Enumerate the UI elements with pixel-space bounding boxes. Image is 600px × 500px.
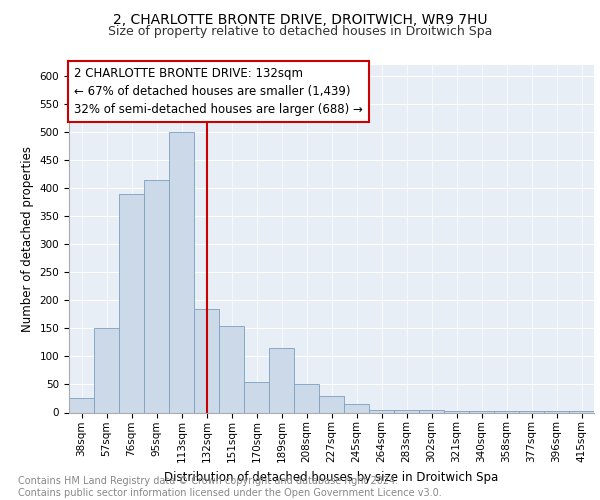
- Bar: [394, 410, 419, 412]
- X-axis label: Distribution of detached houses by size in Droitwich Spa: Distribution of detached houses by size …: [164, 470, 499, 484]
- Bar: [569, 411, 594, 412]
- Bar: [494, 411, 519, 412]
- Bar: [419, 410, 444, 412]
- Bar: [144, 180, 169, 412]
- Text: Size of property relative to detached houses in Droitwich Spa: Size of property relative to detached ho…: [108, 25, 492, 38]
- Text: 2 CHARLOTTE BRONTE DRIVE: 132sqm
← 67% of detached houses are smaller (1,439)
32: 2 CHARLOTTE BRONTE DRIVE: 132sqm ← 67% o…: [74, 66, 363, 116]
- Y-axis label: Number of detached properties: Number of detached properties: [21, 146, 34, 332]
- Bar: [369, 410, 394, 412]
- Text: 2, CHARLOTTE BRONTE DRIVE, DROITWICH, WR9 7HU: 2, CHARLOTTE BRONTE DRIVE, DROITWICH, WR…: [113, 12, 487, 26]
- Bar: [444, 411, 469, 412]
- Bar: [244, 382, 269, 412]
- Text: Contains HM Land Registry data © Crown copyright and database right 2024.
Contai: Contains HM Land Registry data © Crown c…: [18, 476, 442, 498]
- Bar: [69, 398, 94, 412]
- Bar: [219, 326, 244, 412]
- Bar: [469, 411, 494, 412]
- Bar: [119, 194, 144, 412]
- Bar: [169, 132, 194, 412]
- Bar: [519, 411, 544, 412]
- Bar: [194, 309, 219, 412]
- Bar: [294, 384, 319, 412]
- Bar: [344, 404, 369, 412]
- Bar: [319, 396, 344, 412]
- Bar: [544, 411, 569, 412]
- Bar: [269, 348, 294, 412]
- Bar: [94, 328, 119, 412]
